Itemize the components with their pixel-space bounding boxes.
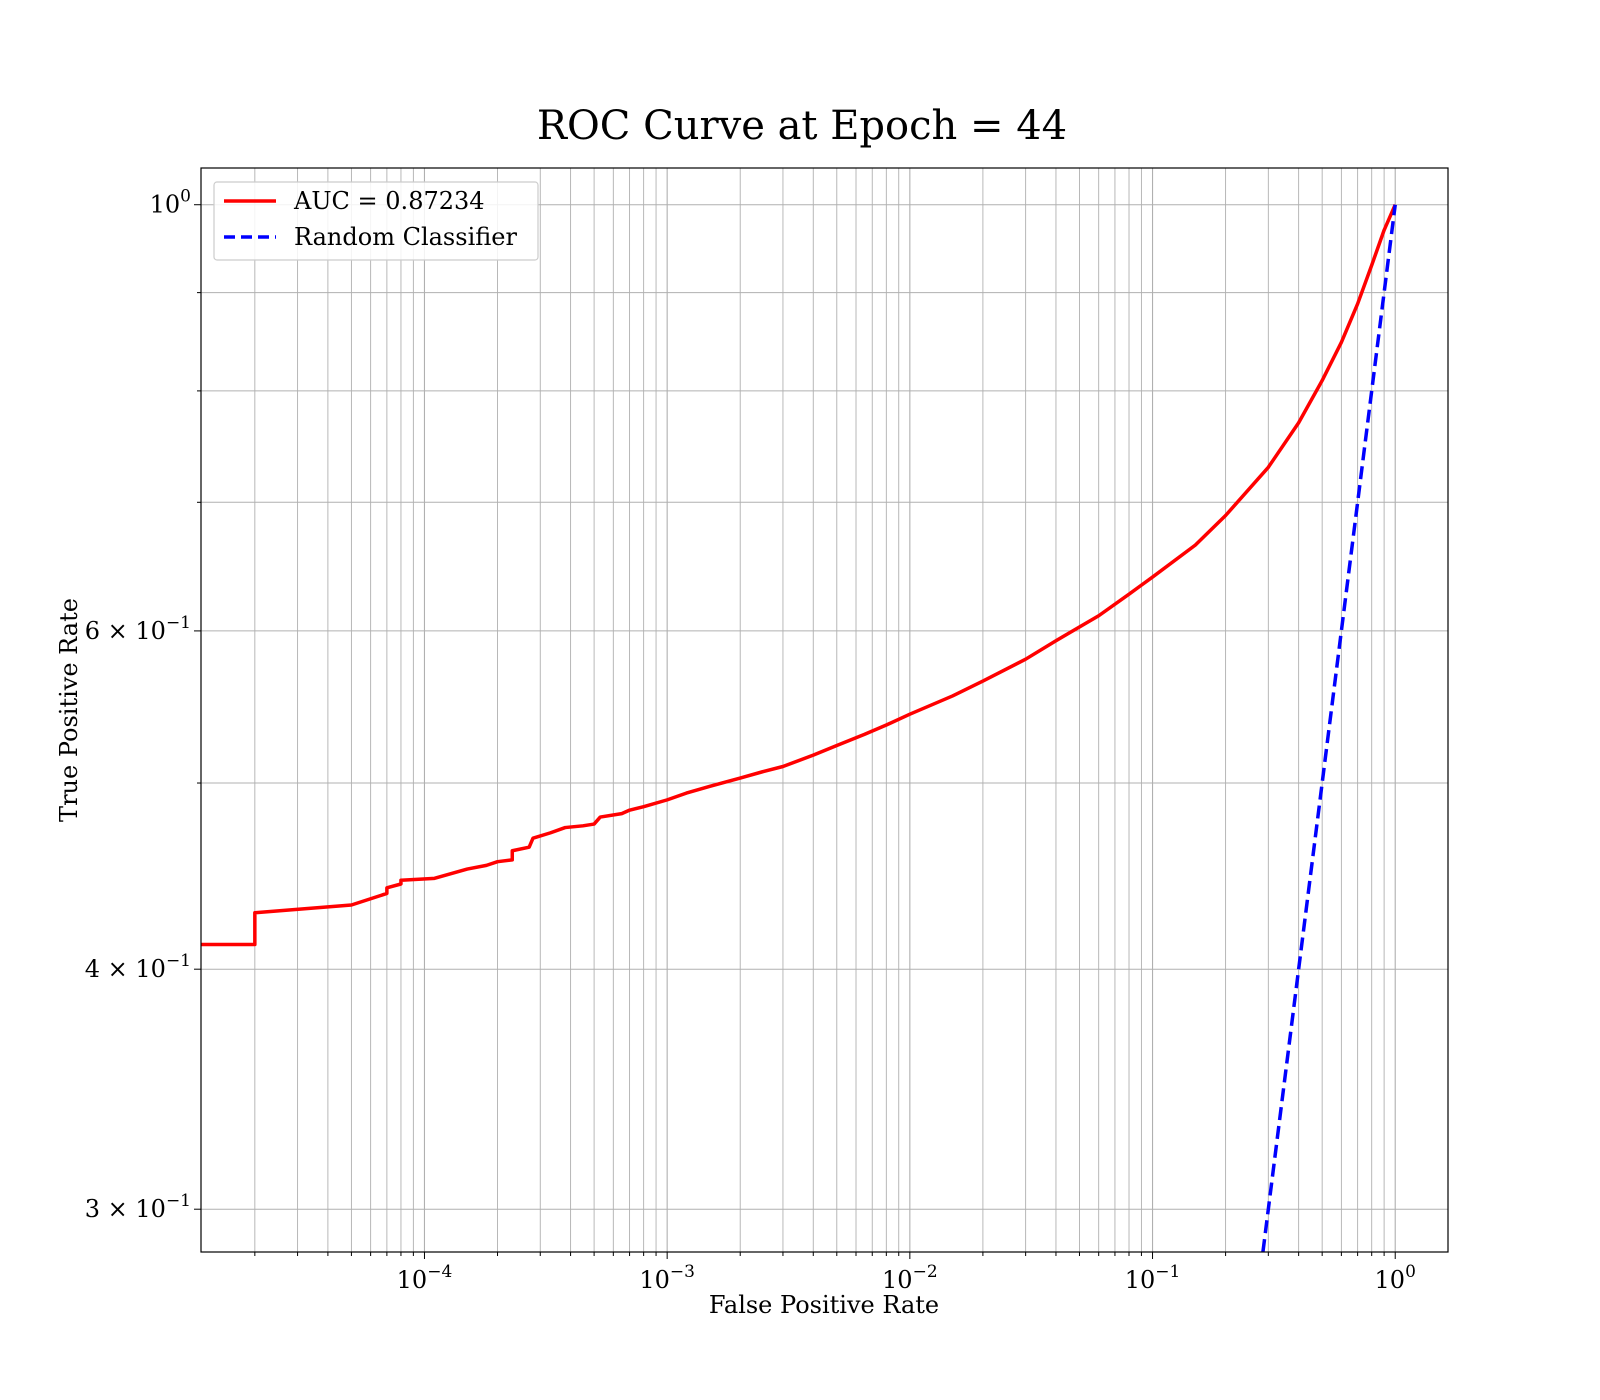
- y-tick-label: 3 × 10−1: [85, 1191, 191, 1223]
- roc-curve-line: [201, 204, 1397, 947]
- legend-label-random: Random Classifier: [294, 223, 517, 251]
- y-axis-label: True Positive Rate: [55, 598, 83, 822]
- axes-frame: [200, 167, 1449, 1253]
- x-axis-label: False Positive Rate: [709, 1291, 939, 1319]
- x-tick-label: 10−1: [1125, 1262, 1181, 1294]
- chart-title: ROC Curve at Epoch = 44: [537, 103, 1067, 149]
- x-tick-label: 10−2: [882, 1262, 938, 1294]
- random-classifier-line: [1261, 204, 1397, 1252]
- legend-box: [213, 181, 539, 261]
- legend: AUC = 0.87234 Random Classifier: [213, 181, 539, 261]
- legend-label-auc: AUC = 0.87234: [293, 187, 485, 215]
- y-tick-label: 100: [150, 187, 191, 219]
- x-tick-label: 10−3: [639, 1262, 695, 1294]
- y-tick-label: 4 × 10−1: [85, 951, 191, 983]
- plot-area: [201, 204, 1397, 1252]
- x-tick-label: 100: [1375, 1262, 1416, 1294]
- y-tick-label: 6 × 10−1: [85, 613, 191, 645]
- ticks: 10−4 10−3 10−2 10−1 100 100 6 × 10−1 4 × 10−1 3 …: [85, 187, 1416, 1294]
- grid: [201, 168, 1448, 1252]
- x-tick-label: 10−4: [397, 1262, 453, 1294]
